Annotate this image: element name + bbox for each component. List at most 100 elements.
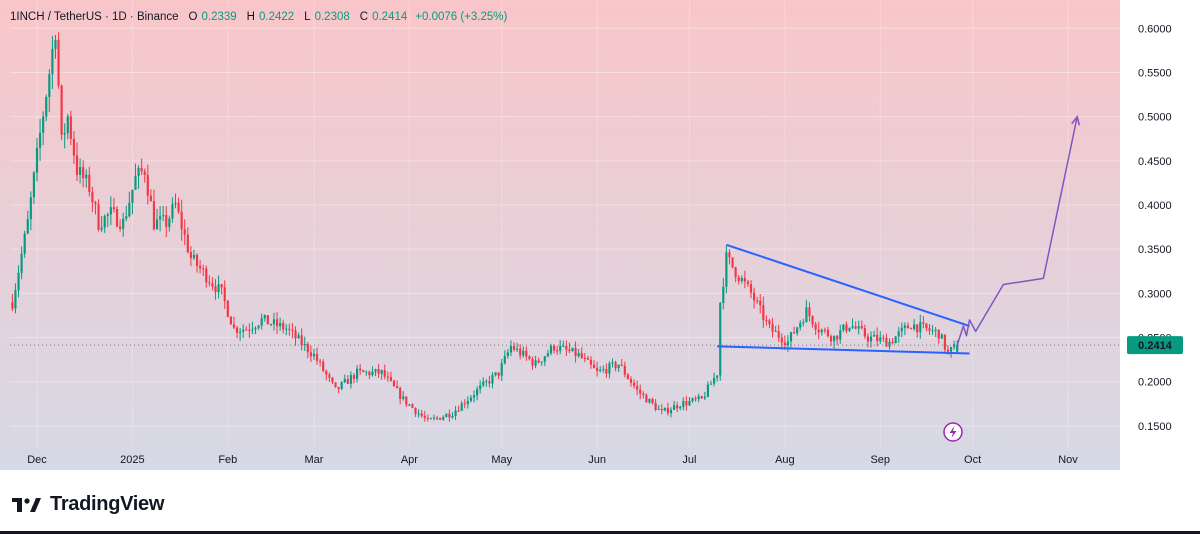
candle-down bbox=[632, 382, 636, 387]
candle-down bbox=[97, 204, 100, 230]
candle-down bbox=[829, 336, 833, 342]
candle-up bbox=[251, 329, 254, 331]
candle-down bbox=[525, 350, 528, 357]
candle-down bbox=[753, 292, 756, 301]
candle-down bbox=[337, 387, 340, 389]
projection-path bbox=[956, 116, 1078, 346]
candle-down bbox=[359, 368, 362, 371]
high-value: 0.2422 bbox=[258, 11, 295, 23]
candle-up bbox=[716, 375, 719, 378]
candle-down bbox=[666, 407, 669, 414]
candle-up bbox=[109, 207, 112, 215]
candle-up bbox=[562, 345, 565, 347]
candle-up bbox=[466, 400, 469, 405]
candle-up bbox=[879, 337, 882, 342]
price-axis-background[interactable] bbox=[1120, 0, 1200, 470]
candle-up bbox=[494, 372, 497, 376]
tradingview-brand[interactable]: TradingView bbox=[12, 490, 164, 518]
candle-up bbox=[805, 307, 808, 323]
candle-down bbox=[319, 360, 322, 362]
x-tick-label: Oct bbox=[964, 454, 981, 466]
candle-up bbox=[617, 364, 620, 369]
candle-down bbox=[660, 408, 663, 411]
candle-down bbox=[531, 358, 534, 366]
candle-down bbox=[383, 370, 386, 377]
x-tick-label: Mar bbox=[305, 454, 324, 466]
candle-up bbox=[931, 330, 934, 332]
candle-down bbox=[860, 326, 863, 329]
candle-up bbox=[940, 334, 943, 339]
candle-down bbox=[315, 353, 319, 361]
candle-up bbox=[122, 218, 125, 229]
candle-down bbox=[448, 413, 451, 418]
candle-down bbox=[202, 268, 205, 270]
candle-down bbox=[768, 320, 771, 325]
candle-up bbox=[740, 277, 743, 282]
candle-up bbox=[873, 334, 876, 337]
candle-up bbox=[14, 290, 17, 309]
candle-up bbox=[51, 48, 54, 75]
candle-up bbox=[509, 345, 513, 353]
chart-area[interactable]: 0.15000.20000.25000.30000.35000.40000.45… bbox=[0, 0, 1200, 470]
candle-up bbox=[460, 403, 463, 411]
candle-up bbox=[540, 361, 543, 363]
upper-trendline bbox=[726, 243, 970, 328]
candle-down bbox=[328, 374, 331, 378]
candle-up bbox=[491, 375, 494, 384]
candle-down bbox=[322, 361, 325, 371]
candle-down bbox=[368, 371, 371, 376]
candle-up bbox=[657, 408, 660, 410]
candle-up bbox=[340, 382, 343, 389]
candle-up bbox=[125, 216, 128, 219]
candle-down bbox=[749, 284, 753, 293]
candle-up bbox=[192, 254, 196, 259]
candle-up bbox=[374, 369, 377, 372]
candle-down bbox=[943, 334, 946, 350]
candle-down bbox=[334, 382, 337, 388]
candle-up bbox=[799, 322, 802, 328]
candle-down bbox=[909, 328, 913, 330]
candle-up bbox=[522, 350, 525, 356]
candle-down bbox=[235, 327, 239, 333]
candle-up bbox=[257, 325, 260, 328]
candle-up bbox=[106, 214, 109, 217]
symbol-title[interactable]: 1INCH / TetherUS · 1D · Binance bbox=[10, 11, 179, 23]
candle-down bbox=[149, 195, 152, 202]
lower-trendline bbox=[717, 345, 970, 355]
candle-down bbox=[885, 337, 888, 347]
candle-down bbox=[743, 277, 746, 282]
candle-down bbox=[396, 386, 399, 389]
candle-down bbox=[876, 334, 879, 342]
x-tick-label: Dec bbox=[27, 454, 47, 466]
candle-up bbox=[371, 371, 374, 376]
projection-arrowhead bbox=[1071, 114, 1081, 126]
candle-up bbox=[103, 216, 106, 228]
y-tick-label: 0.5500 bbox=[1138, 67, 1172, 79]
candle-down bbox=[11, 302, 14, 309]
candle-down bbox=[623, 365, 626, 375]
candle-down bbox=[282, 323, 285, 330]
candle-down bbox=[651, 398, 654, 404]
candle-up bbox=[903, 325, 906, 328]
candle-down bbox=[439, 417, 442, 420]
candle-down bbox=[654, 403, 657, 410]
candle-down bbox=[112, 207, 116, 210]
candle-up bbox=[774, 330, 777, 332]
candle-down bbox=[639, 389, 642, 394]
candle-down bbox=[177, 202, 180, 212]
candlestick-chart[interactable]: 0.15000.20000.25000.30000.35000.40000.45… bbox=[0, 0, 1200, 470]
candle-down bbox=[845, 324, 848, 331]
candle-up bbox=[402, 396, 405, 400]
candle-up bbox=[789, 332, 793, 342]
candle-down bbox=[183, 229, 186, 235]
candle-down bbox=[275, 319, 279, 327]
candle-up bbox=[672, 405, 676, 410]
candle-down bbox=[60, 85, 63, 135]
candle-down bbox=[928, 328, 931, 331]
candle-down bbox=[596, 368, 599, 371]
x-tick-label: 2025 bbox=[120, 454, 144, 466]
candle-up bbox=[85, 174, 88, 179]
lightning-event-icon[interactable] bbox=[943, 422, 963, 442]
candle-up bbox=[956, 345, 959, 352]
candle-up bbox=[682, 401, 685, 408]
